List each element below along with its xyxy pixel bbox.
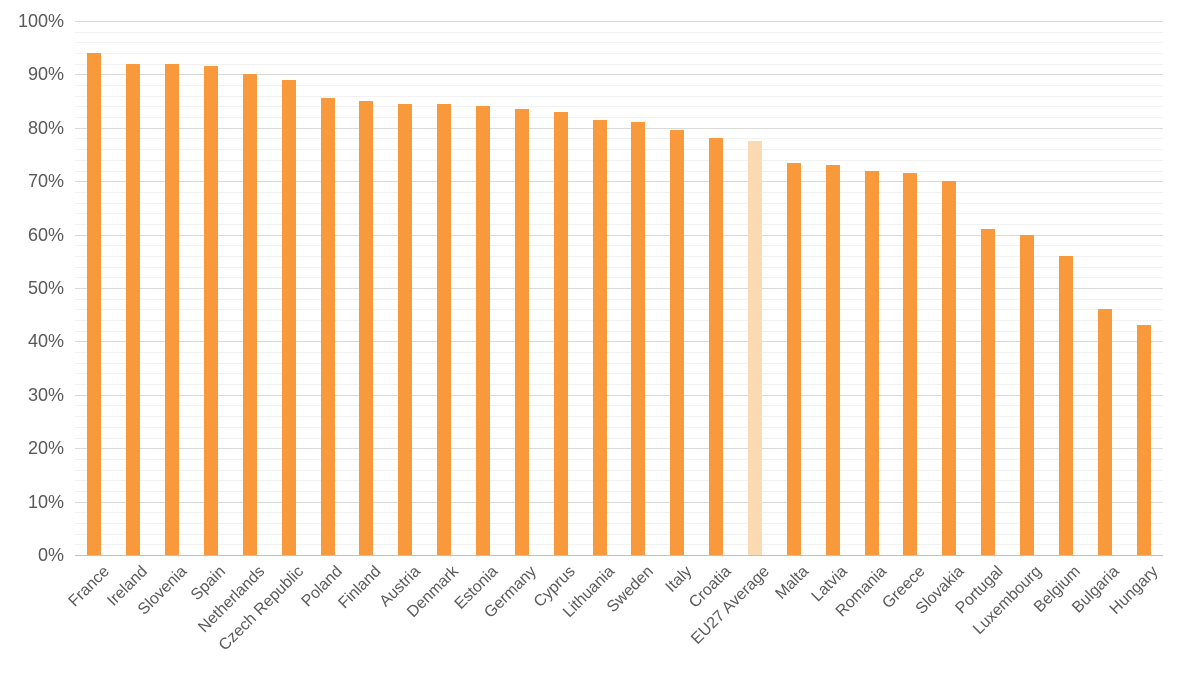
y-axis-tick-label: 20% xyxy=(27,438,64,459)
bar-ireland xyxy=(126,63,141,555)
gridline-minor xyxy=(75,117,1163,119)
gridline-minor xyxy=(75,266,1163,268)
gridline-minor xyxy=(75,159,1163,161)
gridline-major xyxy=(75,501,1163,503)
bar-cyprus xyxy=(553,111,568,555)
bar-portugal xyxy=(981,229,996,555)
gridline-minor xyxy=(75,202,1163,204)
y-axis-tick-label: 40% xyxy=(27,331,64,352)
gridline-minor xyxy=(75,437,1163,439)
gridline-minor xyxy=(75,31,1163,33)
gridline-minor xyxy=(75,255,1163,257)
gridline-minor xyxy=(75,373,1163,375)
y-axis-tick-label: 100% xyxy=(17,11,64,31)
bar-malta xyxy=(786,162,801,555)
bar-luxembourg xyxy=(1020,234,1034,555)
gridline-minor xyxy=(75,490,1163,492)
y-axis-tick-label: 80% xyxy=(27,117,64,138)
y-axis-tick-label: 60% xyxy=(27,224,64,245)
bar-greece xyxy=(903,173,918,555)
gridline-minor xyxy=(75,298,1163,300)
gridline-major xyxy=(75,181,1163,183)
y-axis-tick-label: 50% xyxy=(27,278,64,298)
gridline-minor xyxy=(75,512,1163,514)
bar-slovenia xyxy=(165,63,180,555)
bar-hungary xyxy=(1136,325,1151,555)
gridline-minor xyxy=(75,416,1163,418)
gridline-major xyxy=(75,234,1163,236)
bar-france xyxy=(87,53,102,555)
gridline-minor xyxy=(75,330,1163,332)
y-axis-tick-label: 10% xyxy=(27,491,64,512)
gridline-minor xyxy=(75,533,1163,535)
gridline-minor xyxy=(75,458,1163,460)
y-axis-tick-label: 30% xyxy=(27,384,64,405)
gridline-major xyxy=(75,341,1163,343)
y-axis-tick-label: 70% xyxy=(27,171,64,192)
bar-romania xyxy=(864,170,879,555)
bar-italy xyxy=(670,130,685,555)
x-axis-label-france: France xyxy=(65,563,113,611)
gridline-minor xyxy=(75,320,1163,322)
gridline-major xyxy=(75,394,1163,396)
bar-estonia xyxy=(476,106,490,555)
gridline-minor xyxy=(75,85,1163,87)
bar-croatia xyxy=(709,138,724,555)
gridline-minor xyxy=(75,426,1163,428)
gridline-minor xyxy=(75,106,1163,108)
gridline-major xyxy=(75,21,1163,22)
gridline-minor xyxy=(75,138,1163,140)
gridline-minor xyxy=(75,544,1163,546)
x-axis-line xyxy=(75,555,1163,556)
bar-czech-republic xyxy=(281,79,296,555)
gridline-minor xyxy=(75,362,1163,364)
bar-finland xyxy=(359,101,374,555)
y-axis-tick-label: 0% xyxy=(37,545,64,565)
gridline-minor xyxy=(75,469,1163,471)
gridline-major xyxy=(75,74,1163,76)
gridline-minor xyxy=(75,277,1163,279)
gridline-major xyxy=(75,448,1163,450)
bar-spain xyxy=(204,66,218,555)
gridline-minor xyxy=(75,95,1163,97)
gridline-minor xyxy=(75,309,1163,311)
gridline-minor xyxy=(75,522,1163,524)
gridline-major xyxy=(75,127,1163,129)
gridline-minor xyxy=(75,245,1163,247)
x-axis-label-finland: Finland xyxy=(335,563,385,613)
gridline-minor xyxy=(75,191,1163,193)
bar-germany xyxy=(514,109,529,555)
bar-eu27-average xyxy=(748,141,762,555)
gridline-minor xyxy=(75,63,1163,65)
bar-austria xyxy=(398,103,413,555)
x-axis-label-italy: Italy xyxy=(662,563,696,596)
bar-bulgaria xyxy=(1097,309,1112,555)
bar-denmark xyxy=(437,103,452,555)
bar-poland xyxy=(320,98,335,555)
x-axis-label-malta: Malta xyxy=(772,563,812,603)
gridline-minor xyxy=(75,42,1163,44)
gridline-minor xyxy=(75,223,1163,225)
bar-lithuania xyxy=(592,119,607,555)
gridline-minor xyxy=(75,213,1163,215)
gridline-minor xyxy=(75,352,1163,354)
bar-sweden xyxy=(631,122,646,555)
gridline-minor xyxy=(75,405,1163,407)
bar-latvia xyxy=(825,165,840,555)
gridline-minor xyxy=(75,170,1163,172)
bar-belgium xyxy=(1058,255,1073,555)
gridline-minor xyxy=(75,149,1163,151)
gridline-minor xyxy=(75,384,1163,386)
gridline-minor xyxy=(75,480,1163,482)
gridline-minor xyxy=(75,53,1163,55)
bar-netherlands xyxy=(242,74,257,555)
gridline-major xyxy=(75,288,1163,289)
y-axis-tick-label: 90% xyxy=(27,64,64,85)
bar-slovakia xyxy=(942,181,957,555)
